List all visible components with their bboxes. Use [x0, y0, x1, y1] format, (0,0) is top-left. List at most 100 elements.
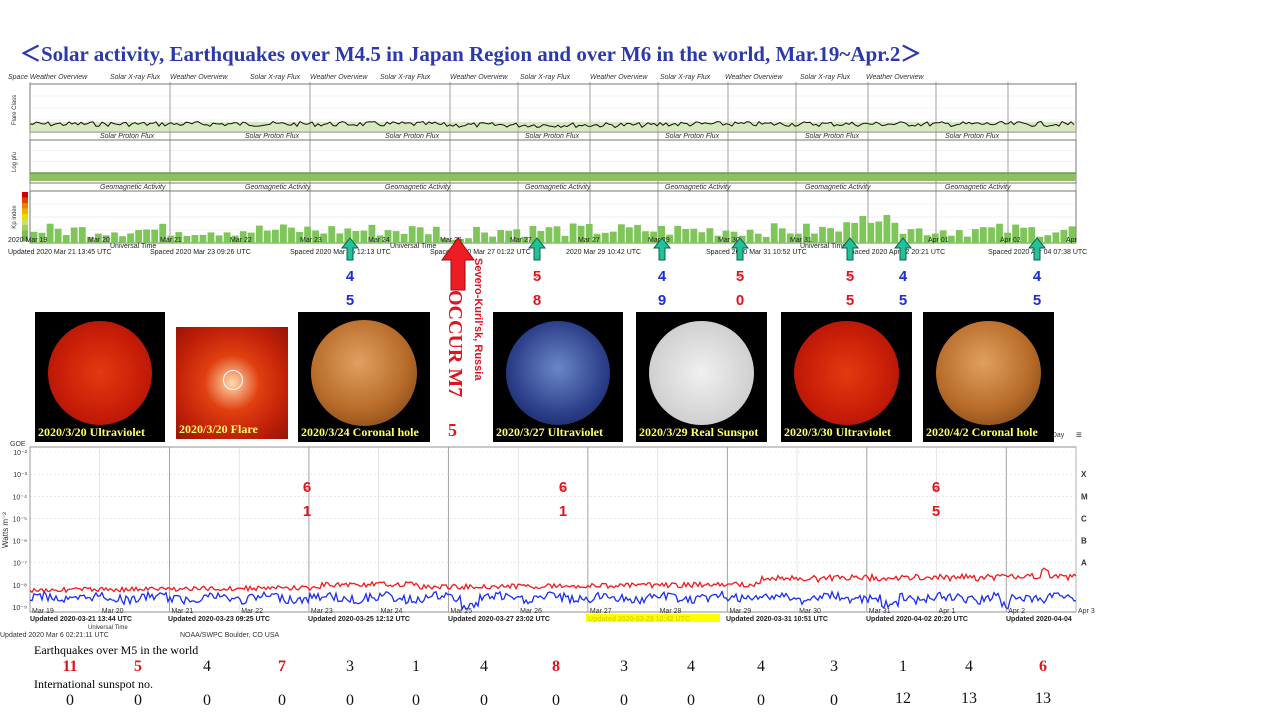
sunspot-count-cell: 0 — [819, 692, 849, 710]
xray-updated-label: Updated 2020-03-23 09:25 UTC — [168, 616, 270, 623]
kp-bar — [135, 230, 142, 243]
proton-header: Solar Proton Flux — [805, 133, 860, 140]
kp-bar — [867, 223, 874, 243]
xray-y-tick: 10⁻⁴ — [13, 494, 28, 501]
japan-quake-mag-dot: ˊ — [730, 276, 750, 287]
overview-header: Solar X-ray Flux — [520, 74, 571, 81]
xray-x-label: Mar 27 — [590, 608, 612, 615]
sun-photo: 2020/3/20 Ultraviolet — [35, 312, 165, 442]
xray-updated-label: Updated 2020-04-04 — [1006, 616, 1072, 623]
quake-count-cell: 4 — [676, 658, 706, 676]
kp-bar — [819, 227, 826, 243]
quake-count-cell: 4 — [746, 658, 776, 676]
proton-header: Solar Proton Flux — [945, 133, 1000, 140]
xray-updated-label: Updated 2020-03-31 10:51 UTC — [726, 616, 828, 623]
world-quake-mag-dot: ˊ — [553, 488, 573, 499]
sun-photo-caption: 2020/3/24 Coronal hole — [301, 425, 419, 440]
kp-bar — [763, 237, 770, 243]
kp-scale-cell — [22, 231, 28, 237]
geo-header: Geomagnetic Activity — [245, 184, 311, 191]
kp-bar — [682, 229, 689, 243]
japan-quake-mag-dot: ˊ — [527, 276, 547, 287]
kp-bar — [200, 235, 207, 243]
xray-x-label: Apr 1 — [939, 608, 956, 615]
sun-photo-caption: 2020/3/30 Ultraviolet — [784, 425, 891, 440]
kp-bar — [417, 227, 424, 243]
kp-bar — [409, 226, 416, 243]
menu-icon: ≡ — [1076, 430, 1082, 441]
sunspot-count-cell: 0 — [541, 692, 571, 710]
overview-header: Solar X-ray Flux — [800, 74, 851, 81]
kp-bar — [256, 226, 263, 243]
geo-header: Geomagnetic Activity — [805, 184, 871, 191]
sunspot-count-cell: 0 — [746, 692, 776, 710]
kp-bar — [143, 230, 150, 244]
quake-count-cell: 3 — [335, 658, 365, 676]
sun-disk — [936, 321, 1041, 426]
kp-bar — [562, 236, 569, 243]
goes-label: GOE — [10, 441, 26, 448]
kp-bar — [393, 231, 400, 243]
kp-bar — [280, 225, 287, 244]
kp-bar — [433, 227, 440, 243]
overview-updated-label: Spaced 2020 Apr 02 20:21 UTC — [846, 249, 945, 256]
japan-quake-mag-dot: ˊ — [340, 276, 360, 287]
overview-date-label: Mar 21 — [160, 237, 182, 244]
kp-bar — [184, 236, 191, 243]
overview-date-label: Apr 01 — [928, 237, 949, 244]
sun-photo-caption: 2020/3/29 Real Sunspot — [639, 425, 758, 440]
kp-scale-cell — [22, 203, 28, 209]
xray-class-label: C — [1081, 514, 1087, 523]
quake-count-cell: 6 — [1028, 658, 1058, 676]
world-quake-mag-dot: ˊ — [926, 488, 946, 499]
xray-updated-label: Updated 2020-03-27 23:02 UTC — [448, 616, 550, 623]
kp-bar — [747, 230, 754, 243]
kp-bar — [859, 216, 866, 243]
proton-header: Solar Proton Flux — [525, 133, 580, 140]
overview-header: Solar X-ray Flux — [380, 74, 431, 81]
xray-updated-label: Updated 2020-03-21 13:44 UTC — [30, 616, 132, 623]
xray-class-label: M — [1081, 492, 1088, 501]
quake-count-cell: 4 — [954, 658, 984, 676]
overview-header: Weather Overview — [725, 74, 783, 81]
kp-bar — [892, 223, 899, 243]
kp-bar — [554, 226, 561, 243]
quake-count-cell: 3 — [609, 658, 639, 676]
overview-updated-label: Spaced 2020 Mar 31 10:52 UTC — [706, 249, 807, 256]
overview-ut-label: Universal Time — [800, 243, 846, 250]
overview-y-label: Flare Class — [12, 95, 18, 125]
quake-count-cell: 1 — [401, 658, 431, 676]
kp-bar — [755, 234, 762, 243]
sun-photo-caption: 2020/4/2 Coronal hole — [926, 425, 1038, 440]
kp-bar — [916, 228, 923, 243]
japan-quake-mag-dot: ˊ — [652, 276, 672, 287]
kp-bar — [1044, 235, 1051, 243]
quake-count-cell: 4 — [469, 658, 499, 676]
kp-bar — [948, 236, 955, 243]
kp-bar — [264, 231, 271, 243]
sun-photo: 2020/4/2 Coronal hole — [923, 312, 1054, 442]
xray-y-tick: 10⁻³ — [13, 472, 27, 479]
sun-photo-caption: 2020/3/20 Flare — [179, 422, 258, 437]
geo-header: Geomagnetic Activity — [100, 184, 166, 191]
sun-photo: 2020/3/27 Ultraviolet — [493, 312, 623, 442]
japan-quake-mag-dec: 5 — [893, 292, 913, 309]
sunspot-count-cell: 0 — [469, 692, 499, 710]
major-event-location: Severo-Kuril'sk, Russia — [472, 258, 484, 380]
kp-bar — [698, 232, 705, 243]
xray-class-label: X — [1081, 470, 1087, 479]
xray-x-label: Mar 26 — [520, 608, 542, 615]
xray-x-label: Mar 23 — [311, 608, 333, 615]
xray-x-label: Mar 19 — [32, 608, 54, 615]
overview-date-label: Mar 20 — [88, 237, 110, 244]
kp-bar — [690, 229, 697, 243]
sunspot-count-cell: 0 — [676, 692, 706, 710]
kp-scale-cell — [22, 209, 28, 215]
xray-x-label: Apr 2 — [1008, 608, 1025, 615]
kp-bar — [626, 227, 633, 243]
overview-date-label: Apr 02 — [1000, 237, 1021, 244]
japan-quake-mag-dot: ˊ — [1027, 276, 1047, 287]
sun-photo: 2020/3/30 Ultraviolet — [781, 312, 912, 442]
quake-count-cell: 1 — [888, 658, 918, 676]
kp-bar — [489, 237, 496, 243]
